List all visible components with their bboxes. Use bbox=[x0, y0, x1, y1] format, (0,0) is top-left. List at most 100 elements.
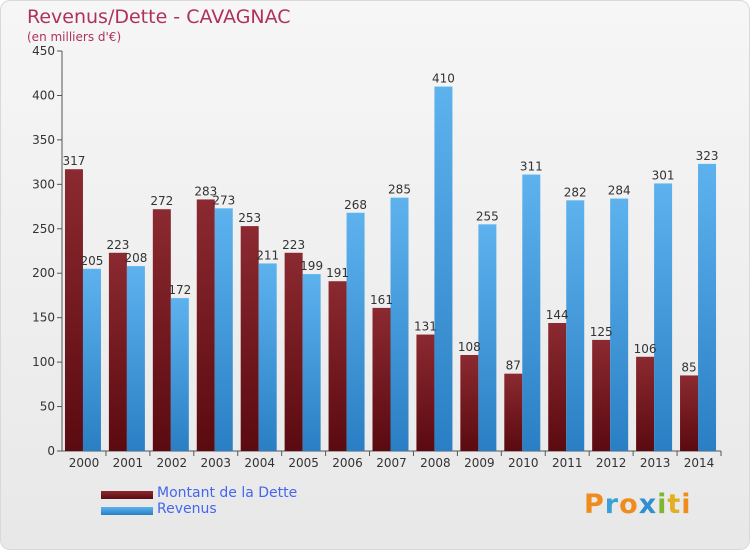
legend-swatch-revenus bbox=[101, 507, 153, 515]
bar-debt bbox=[108, 252, 127, 451]
bar-revenus bbox=[214, 208, 233, 451]
y-tick-label: 0 bbox=[47, 444, 55, 458]
bar-revenus bbox=[170, 298, 189, 451]
proxiti-logo: Proxiti bbox=[584, 489, 692, 520]
data-label-revenus: 301 bbox=[652, 168, 675, 182]
bar-debt bbox=[64, 169, 83, 451]
data-label-debt: 283 bbox=[194, 184, 217, 198]
data-label-revenus: 199 bbox=[300, 259, 323, 273]
x-tick-label: 2003 bbox=[200, 456, 231, 470]
bar-revenus bbox=[346, 212, 365, 451]
x-tick-label: 2002 bbox=[157, 456, 188, 470]
bar-revenus bbox=[302, 274, 321, 451]
x-tick-label: 2004 bbox=[244, 456, 275, 470]
bar-revenus bbox=[126, 266, 145, 451]
legend-label-debt: Montant de la Dette bbox=[157, 485, 298, 501]
bar-debt bbox=[240, 226, 259, 451]
x-tick-label: 2012 bbox=[596, 456, 627, 470]
data-label-revenus: 311 bbox=[520, 160, 543, 174]
data-label-revenus: 285 bbox=[388, 183, 411, 197]
bar-debt bbox=[152, 209, 171, 451]
x-tick-label: 2009 bbox=[464, 456, 495, 470]
logo-letter: P bbox=[584, 489, 605, 520]
x-tick-label: 2011 bbox=[552, 456, 583, 470]
data-label-revenus: 211 bbox=[256, 248, 279, 262]
bar-revenus bbox=[258, 263, 277, 451]
x-tick-label: 2008 bbox=[420, 456, 451, 470]
legend-swatch-debt bbox=[101, 491, 153, 499]
data-label-revenus: 208 bbox=[124, 251, 147, 265]
logo-letter: i bbox=[681, 489, 692, 520]
logo-letter: t bbox=[667, 489, 682, 520]
y-tick-label: 150 bbox=[32, 311, 55, 325]
x-tick-label: 2010 bbox=[508, 456, 539, 470]
data-label-debt: 108 bbox=[458, 340, 481, 354]
data-label-revenus: 273 bbox=[212, 193, 235, 207]
data-label-debt: 272 bbox=[150, 194, 173, 208]
data-label-debt: 144 bbox=[546, 308, 569, 322]
data-label-debt: 191 bbox=[326, 266, 349, 280]
data-label-revenus: 205 bbox=[81, 254, 104, 268]
logo-letter: i bbox=[657, 489, 668, 520]
logo-letter: o bbox=[619, 489, 639, 520]
bar-debt bbox=[284, 252, 303, 451]
x-tick-label: 2007 bbox=[376, 456, 407, 470]
y-tick-label: 100 bbox=[32, 355, 55, 369]
data-label-debt: 106 bbox=[634, 342, 657, 356]
chart-subtitle: (en milliers d'€) bbox=[27, 30, 122, 44]
bar-debt bbox=[328, 281, 347, 451]
y-tick-label: 450 bbox=[32, 44, 55, 58]
data-label-revenus: 172 bbox=[168, 283, 191, 297]
y-tick-label: 300 bbox=[32, 177, 55, 191]
logo-letter: r bbox=[604, 489, 620, 520]
chart-data-labels: 3172052232082721722832732532112231991912… bbox=[63, 72, 719, 375]
x-tick-label: 2013 bbox=[640, 456, 671, 470]
x-tick-label: 2001 bbox=[113, 456, 144, 470]
data-label-debt: 253 bbox=[238, 211, 261, 225]
data-label-debt: 131 bbox=[414, 320, 437, 334]
data-label-debt: 87 bbox=[506, 359, 521, 373]
chart-bars bbox=[64, 86, 717, 452]
legend-label-revenus: Revenus bbox=[157, 501, 217, 517]
chart-title: Revenus/Dette - CAVAGNAC bbox=[27, 6, 291, 28]
data-label-debt: 223 bbox=[106, 238, 129, 252]
data-label-debt: 161 bbox=[370, 293, 393, 307]
bar-revenus bbox=[566, 200, 585, 451]
bar-revenus bbox=[522, 174, 541, 452]
bar-debt bbox=[372, 307, 391, 451]
bar-revenus bbox=[434, 86, 453, 452]
bar-debt bbox=[504, 373, 523, 451]
y-tick-label: 250 bbox=[32, 222, 55, 236]
y-tick-label: 350 bbox=[32, 133, 55, 147]
bar-revenus bbox=[610, 198, 629, 451]
x-tick-label: 2005 bbox=[288, 456, 319, 470]
bar-revenus bbox=[654, 183, 673, 451]
bar-debt bbox=[592, 339, 611, 451]
data-label-revenus: 282 bbox=[564, 185, 587, 199]
data-label-debt: 125 bbox=[590, 325, 613, 339]
bar-debt bbox=[548, 323, 567, 451]
bar-debt bbox=[196, 199, 215, 451]
x-tick-label: 2014 bbox=[684, 456, 715, 470]
bar-debt bbox=[416, 334, 435, 451]
data-label-debt: 85 bbox=[681, 360, 696, 374]
data-label-debt: 223 bbox=[282, 238, 305, 252]
y-tick-label: 200 bbox=[32, 266, 55, 280]
x-tick-label: 2006 bbox=[332, 456, 363, 470]
y-tick-label: 400 bbox=[32, 88, 55, 102]
bar-debt bbox=[636, 356, 655, 451]
data-label-revenus: 323 bbox=[696, 149, 719, 163]
bar-revenus bbox=[698, 163, 717, 451]
data-label-revenus: 284 bbox=[608, 184, 631, 198]
data-label-revenus: 410 bbox=[432, 72, 455, 86]
data-label-debt: 317 bbox=[63, 154, 86, 168]
bar-revenus bbox=[82, 268, 101, 451]
bar-debt bbox=[460, 355, 479, 451]
data-label-revenus: 255 bbox=[476, 209, 499, 223]
logo-letter: x bbox=[638, 489, 658, 520]
bar-revenus bbox=[390, 197, 409, 451]
y-tick-label: 50 bbox=[40, 400, 55, 414]
bar-debt bbox=[680, 375, 699, 451]
